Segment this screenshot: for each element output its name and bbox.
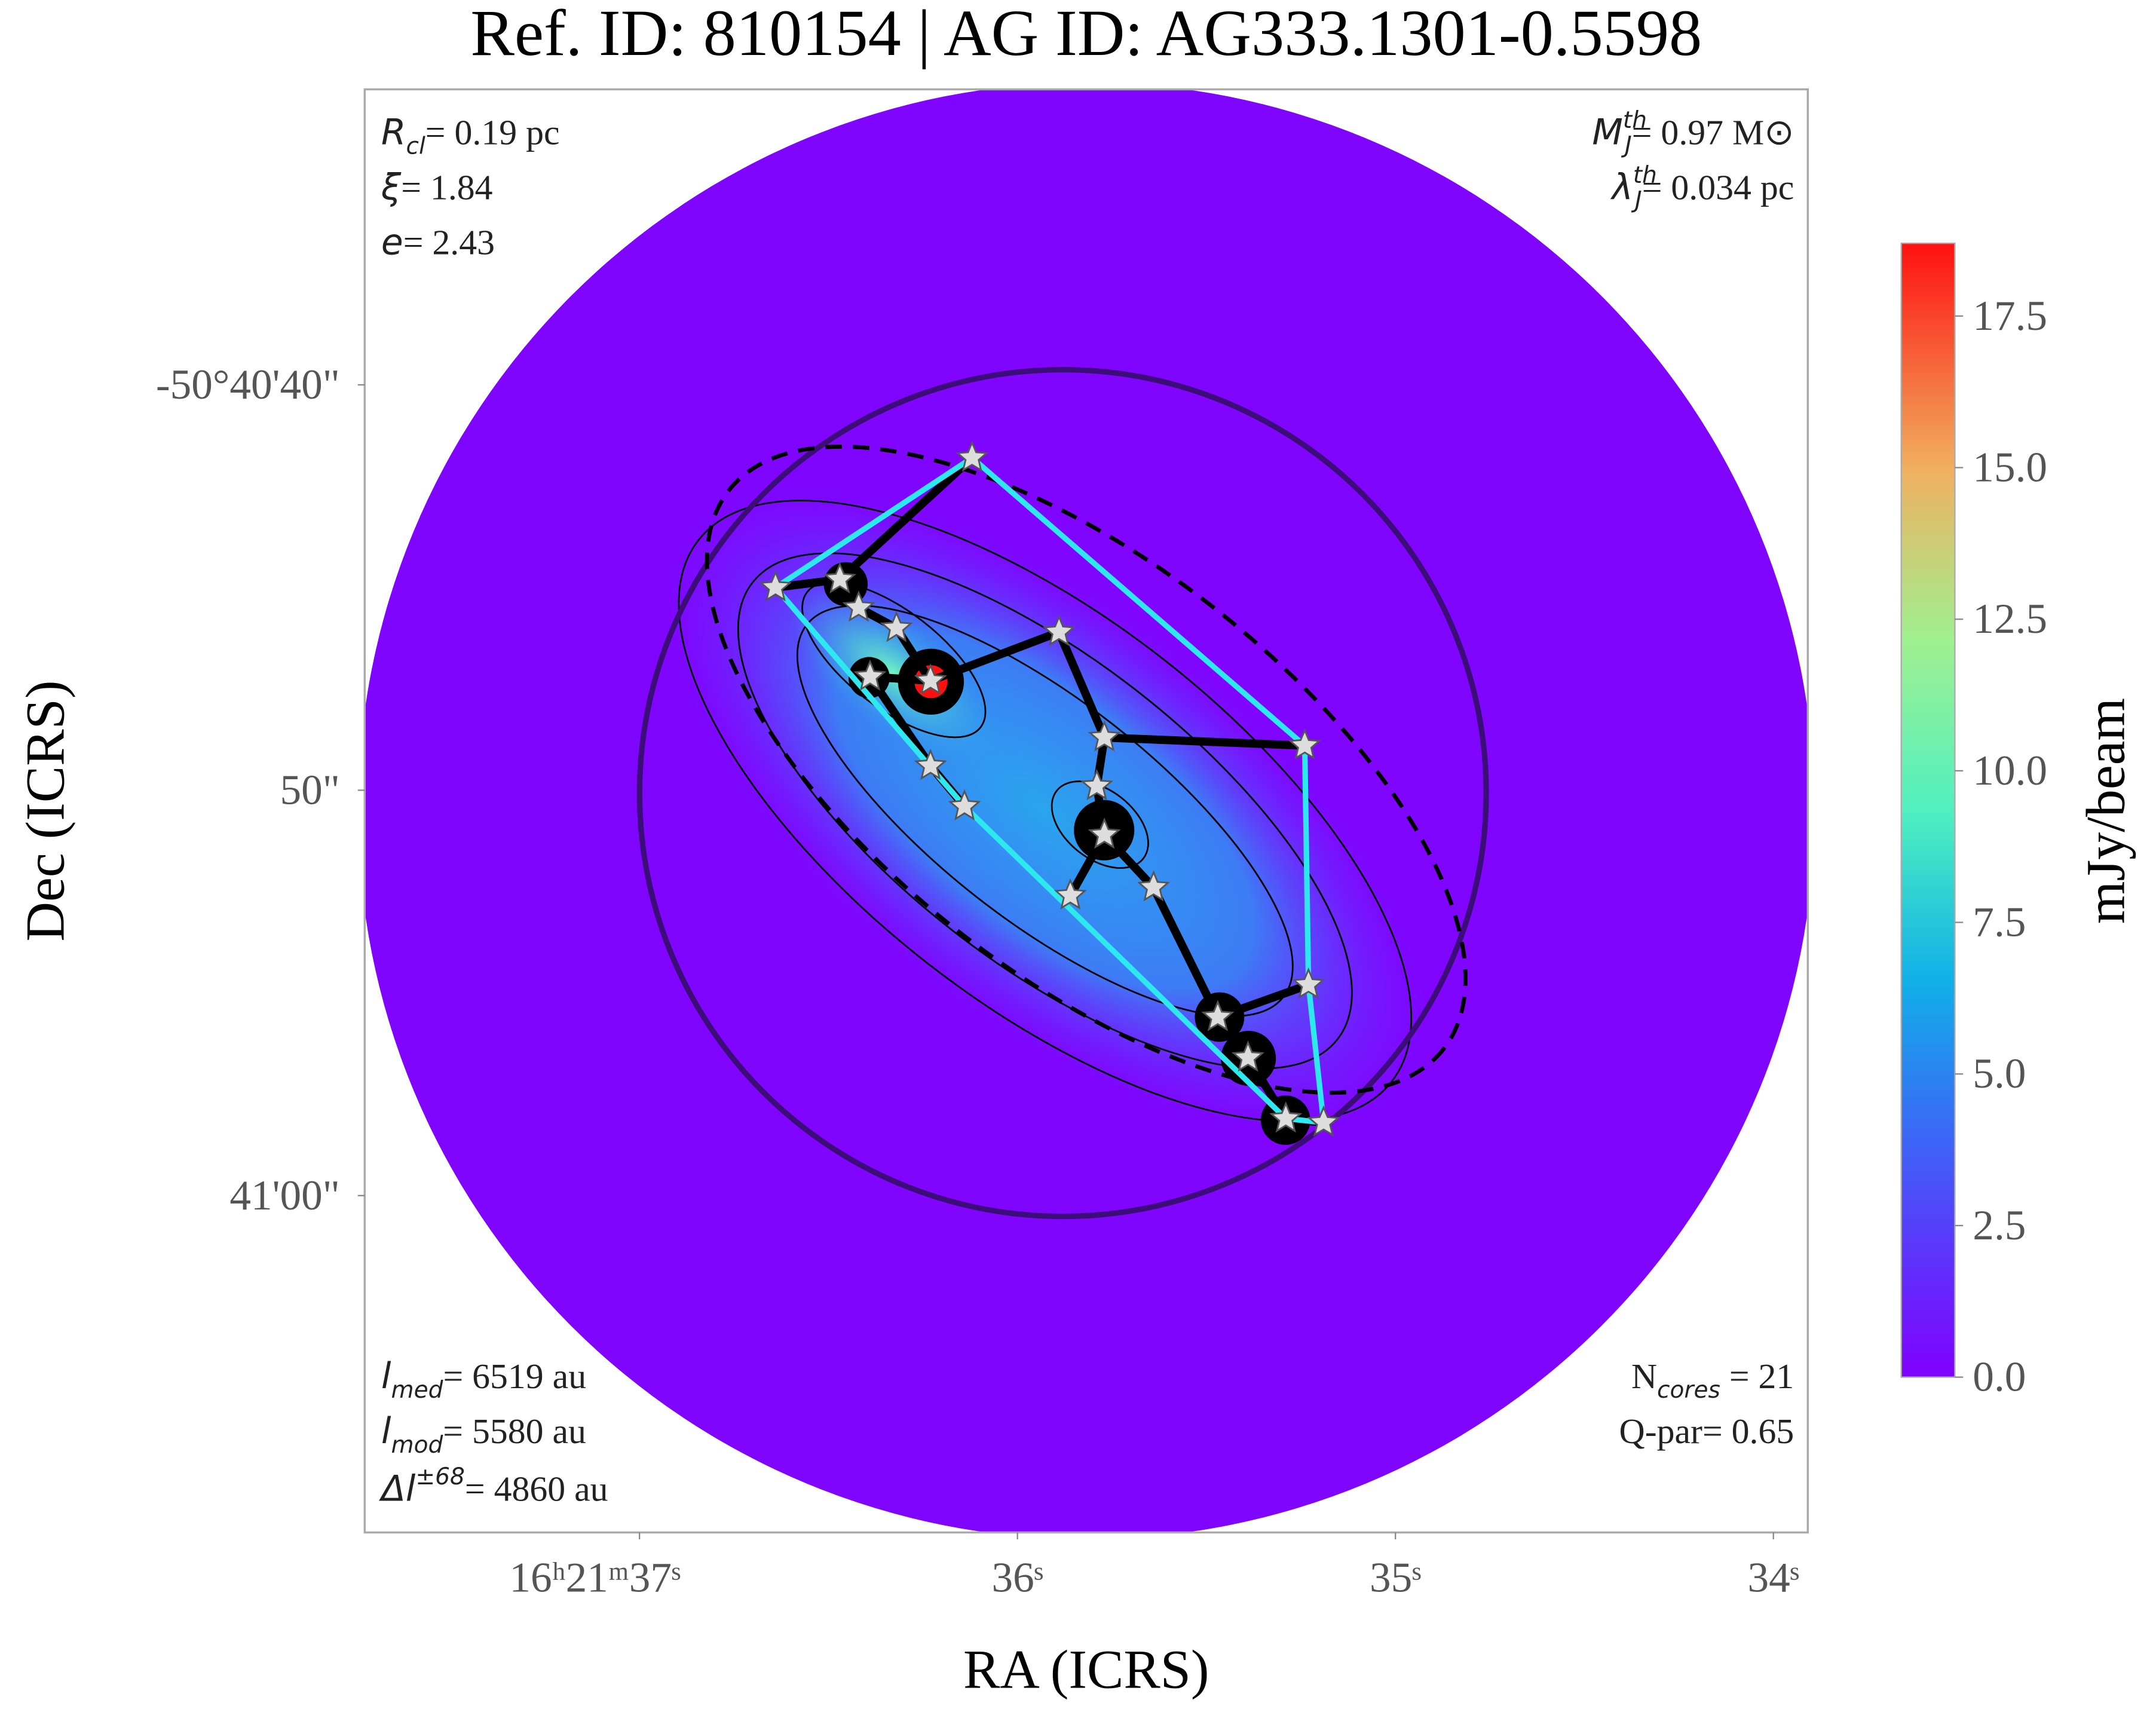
core — [1088, 720, 1121, 752]
annotation: lmed= 6519 au — [381, 1355, 586, 1404]
x-tick-label: 35ˢ — [1370, 1554, 1421, 1601]
annotation-sub: cores — [1657, 1377, 1720, 1404]
colorbar-label: mJy/beam — [2075, 698, 2136, 924]
annotation-main: Δl — [379, 1468, 416, 1510]
annotation: e= 2.43 — [381, 222, 495, 264]
mst-edge — [929, 628, 1061, 685]
annotation-main: M — [1592, 112, 1623, 154]
annotation-rest: = 0.034 pc — [1642, 168, 1794, 207]
core — [842, 590, 875, 622]
annotation-rest: = 5580 au — [443, 1411, 586, 1451]
annotation-rest: = 6519 au — [443, 1356, 586, 1396]
annotation: Q-par= 0.65 — [1619, 1411, 1794, 1451]
core — [1307, 1105, 1340, 1137]
colorbar-tick-label: 2.5 — [1973, 1202, 2026, 1249]
core — [853, 659, 887, 691]
core — [1042, 614, 1076, 647]
annotation: Mth J= 0.97 M⊙ — [1592, 107, 1794, 158]
core — [1269, 1101, 1303, 1133]
x-tick-label: 34ˢ — [1748, 1554, 1799, 1601]
annotation-rest: = 21 — [1720, 1356, 1794, 1396]
mst-edge — [866, 674, 934, 768]
annotation-main: R — [381, 112, 406, 154]
annotation-main: l — [381, 1410, 391, 1452]
x-tick-label: 36ˢ — [991, 1554, 1043, 1601]
y-tick-label: 41'00" — [229, 1172, 340, 1219]
mst-edge — [837, 455, 975, 583]
annotation: λth J= 0.034 pc — [1610, 162, 1794, 213]
core — [1137, 870, 1170, 902]
core — [1080, 768, 1114, 800]
annotation-rest: = 0.19 pc — [425, 113, 560, 152]
annotation-main: e — [381, 222, 403, 264]
core — [1288, 728, 1321, 760]
core — [956, 440, 989, 472]
core — [1088, 817, 1121, 849]
colorbar — [1900, 242, 1956, 1378]
x-tick-label: 16ʰ21ᵐ37ˢ — [509, 1554, 681, 1601]
image — [365, 89, 1808, 1533]
annotation: Ncores = 21 — [1631, 1356, 1794, 1404]
mst-edge — [1150, 886, 1222, 1019]
annotation-rest: = 2.43 — [403, 223, 495, 262]
annotation-sub: mod — [391, 1432, 443, 1459]
x-axis-label: RA (ICRS) — [963, 1639, 1209, 1699]
colorbar-tick-label: 15.0 — [1973, 444, 2047, 491]
colorbar-tick-label: 12.5 — [1973, 595, 2047, 642]
fit-ellipse — [705, 444, 1468, 1095]
plot-frame — [363, 88, 1809, 1534]
annotation-sup: th — [1623, 107, 1647, 134]
core — [914, 663, 947, 695]
colorbar-tick-label: 10.0 — [1973, 747, 2047, 794]
annotation-rest: = 0.65 — [1702, 1411, 1794, 1451]
y-tick-label: 50" — [280, 766, 340, 813]
links — [759, 440, 1340, 1137]
annotation: lmod= 5580 au — [381, 1410, 586, 1459]
annotation: Rcl= 0.19 pc — [381, 112, 560, 160]
core — [914, 748, 947, 780]
annotation-main: l — [381, 1355, 391, 1397]
annotation-rest: = 0.97 M⊙ — [1632, 113, 1794, 152]
colorbar-tick-label: 0.0 — [1973, 1353, 2026, 1401]
core — [948, 789, 981, 821]
mst-edge — [1055, 630, 1108, 739]
colorbar-tick-label: 7.5 — [1973, 899, 2026, 946]
annotation-rest: = 4860 au — [465, 1469, 608, 1509]
core — [1054, 878, 1087, 910]
mst-edge — [1104, 733, 1305, 750]
colorbar-tick-label: 5.0 — [1973, 1050, 2026, 1097]
annotation-sup: ±68 — [415, 1463, 464, 1490]
convex-hull — [771, 455, 1327, 1126]
annotation-main: N — [1631, 1356, 1657, 1396]
y-tick-label: -50°40'40" — [156, 361, 340, 408]
core — [823, 562, 857, 594]
y-axis-label: Dec (ICRS) — [15, 681, 76, 942]
annotation-main: λ — [1610, 167, 1633, 209]
annotation-sub: med — [391, 1377, 443, 1404]
annotation-sub: cl — [406, 133, 425, 160]
core — [759, 570, 792, 602]
chart-title: Ref. ID: 810154 | AG ID: AG333.1301-0.55… — [470, 0, 1702, 69]
core — [1292, 967, 1325, 999]
annotation-sup: th — [1633, 162, 1657, 189]
core — [1201, 1000, 1235, 1031]
annotation: ξ= 1.84 — [381, 167, 493, 209]
annotation-main: Q-par — [1619, 1411, 1703, 1451]
core — [880, 611, 913, 642]
annotation-rest: = 1.84 — [401, 168, 492, 207]
clump-circle — [636, 367, 1489, 1220]
emission-peak — [791, 586, 997, 761]
colorbar-tick-label: 17.5 — [1973, 292, 2047, 339]
annotation: Δl±68= 4860 au — [379, 1463, 608, 1510]
core — [1231, 1040, 1265, 1072]
annotation-main: ξ — [381, 167, 402, 209]
